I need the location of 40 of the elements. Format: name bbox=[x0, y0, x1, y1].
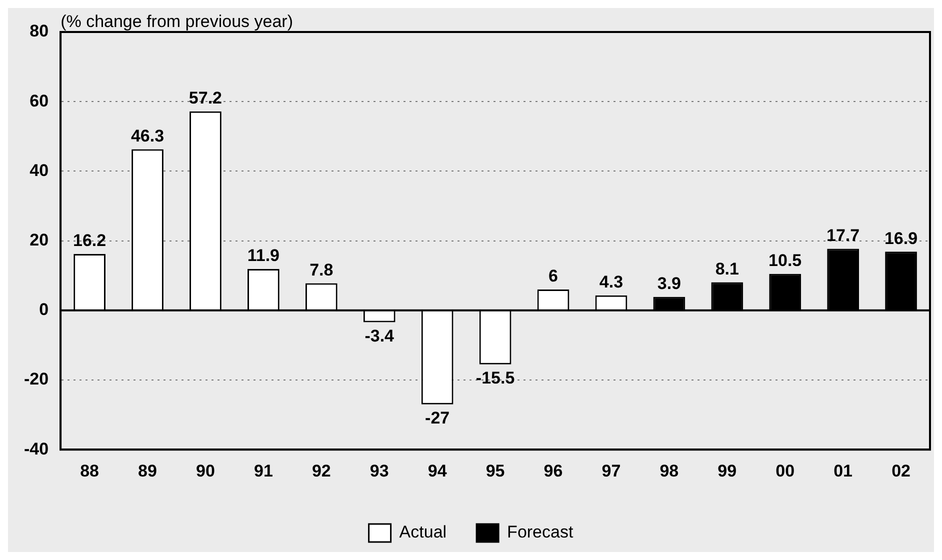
y-tick-label: 0 bbox=[39, 300, 49, 320]
x-tick-label: 00 bbox=[776, 461, 795, 480]
legend-label: Actual bbox=[399, 522, 447, 542]
x-tick-label: 91 bbox=[254, 461, 273, 480]
y-tick-label: 80 bbox=[30, 22, 49, 41]
x-tick-label: 96 bbox=[544, 461, 563, 480]
data-label: 3.9 bbox=[657, 274, 681, 294]
data-label: 16.2 bbox=[73, 231, 106, 250]
x-tick-label: 94 bbox=[428, 461, 448, 480]
y-tick-label: 60 bbox=[30, 91, 49, 110]
data-label: 16.9 bbox=[884, 228, 918, 248]
x-tick-label: 02 bbox=[892, 461, 910, 480]
data-label: 46.3 bbox=[130, 126, 164, 146]
data-label: 4.3 bbox=[599, 272, 624, 292]
data-label: 8.1 bbox=[715, 259, 739, 278]
x-tick-label: 95 bbox=[486, 461, 505, 480]
x-tick-label: 99 bbox=[718, 461, 737, 480]
x-tick-label: 89 bbox=[138, 461, 157, 480]
data-label: 10.5 bbox=[768, 251, 802, 270]
legend-label: Forecast bbox=[507, 522, 574, 542]
data-label: -27 bbox=[425, 408, 450, 428]
x-tick-label: 93 bbox=[370, 461, 389, 480]
x-tick-label: 88 bbox=[80, 461, 100, 480]
y-tick-label: -40 bbox=[24, 439, 49, 458]
y-tick-label: 20 bbox=[30, 230, 49, 250]
data-label: -3.4 bbox=[364, 326, 395, 346]
x-tick-label: 01 bbox=[834, 461, 853, 480]
data-label: 6 bbox=[548, 266, 558, 286]
data-label: 7.8 bbox=[310, 260, 334, 280]
y-tick-label: -20 bbox=[24, 370, 49, 389]
data-label: 17.7 bbox=[826, 226, 860, 245]
data-label: -15.5 bbox=[476, 368, 515, 388]
x-tick-label: 92 bbox=[312, 461, 331, 480]
x-tick-label: 90 bbox=[196, 461, 215, 480]
x-tick-label: 98 bbox=[660, 461, 679, 480]
y-axis-title: (% change from previous year) bbox=[60, 12, 294, 32]
data-label: 11.9 bbox=[247, 246, 280, 266]
y-tick-label: 40 bbox=[30, 160, 49, 180]
x-tick-label: 97 bbox=[602, 461, 621, 480]
data-label: 57.2 bbox=[188, 88, 222, 108]
